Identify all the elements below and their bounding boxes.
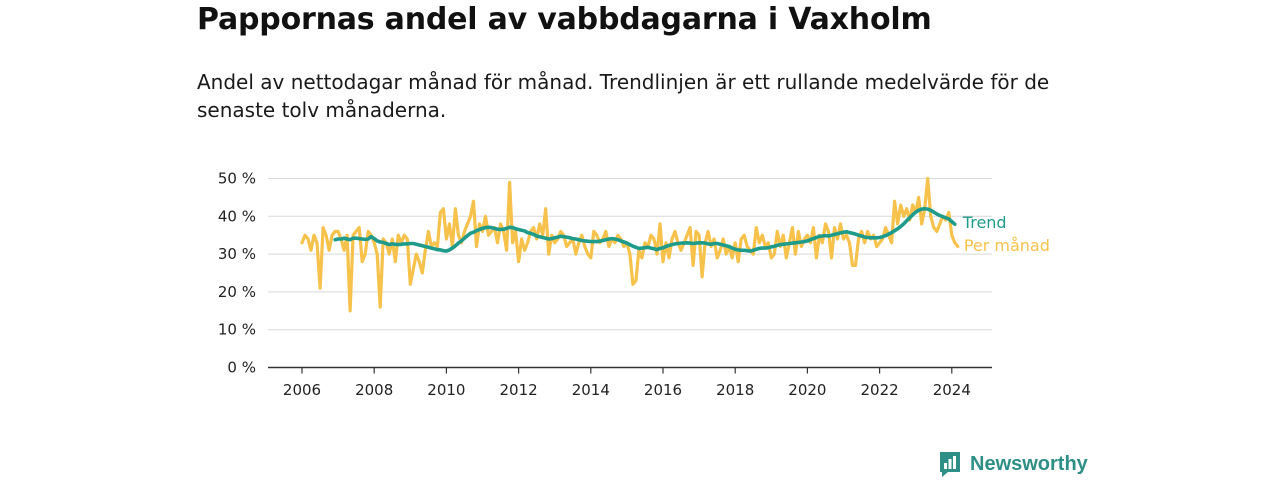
newsworthy-brand: Newsworthy xyxy=(938,450,1088,478)
x-tick-label: 2012 xyxy=(500,381,538,399)
x-tick-label: 2024 xyxy=(933,381,971,399)
x-tick-label: 2008 xyxy=(355,381,393,399)
y-axis-ticks: 0 % 10 % 20 % 30 % 40 % 50 % xyxy=(218,170,256,377)
y-tick-label: 30 % xyxy=(218,245,256,263)
y-tick-label: 10 % xyxy=(218,321,256,339)
x-tick-label: 2010 xyxy=(427,381,465,399)
x-tick-label: 2022 xyxy=(861,381,899,399)
chart-title: Pappornas andel av vabbdagarna i Vaxholm xyxy=(197,2,932,37)
x-tick-label: 2016 xyxy=(644,381,682,399)
series-label-trend: Trend xyxy=(962,213,1007,232)
y-tick-label: 20 % xyxy=(218,283,256,301)
y-tick-label: 0 % xyxy=(227,359,256,377)
chart-subtitle: Andel av nettodagar månad för månad. Tre… xyxy=(197,70,1050,122)
x-tick-label: 2006 xyxy=(283,381,321,399)
series-label-per-manad: Per månad xyxy=(964,236,1050,255)
series-line-trend xyxy=(333,206,957,253)
y-tick-label: 40 % xyxy=(218,207,256,225)
y-tick-label: 50 % xyxy=(218,170,256,188)
series-line-per-manad xyxy=(300,176,960,313)
x-tick-label: 2014 xyxy=(572,381,610,399)
newsworthy-logo-icon xyxy=(940,452,960,477)
x-tick-label: 2020 xyxy=(788,381,826,399)
x-axis-ticks: 2006 2008 2010 2012 2014 2016 2018 2020 2022 2024 xyxy=(283,367,971,399)
x-tick-label: 2018 xyxy=(716,381,754,399)
brand-name: Newsworthy xyxy=(970,452,1088,475)
